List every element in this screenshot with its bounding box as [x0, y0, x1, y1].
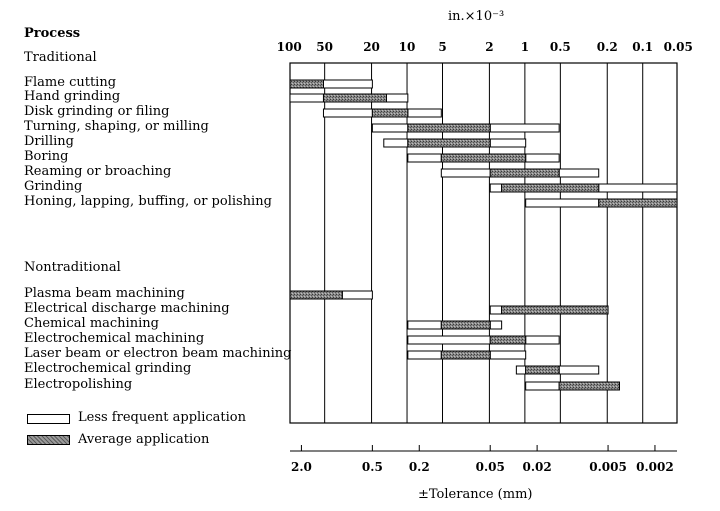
less-frequent-bar	[598, 183, 678, 193]
average-bar	[407, 138, 491, 148]
less-frequent-bar	[407, 335, 491, 345]
less-frequent-bar	[407, 320, 442, 330]
bottom-tick-label: 0.05	[476, 460, 505, 474]
top-tick-label: 10	[399, 40, 416, 54]
bottom-tick-label: 0.2	[409, 460, 430, 474]
process-label: Boring	[24, 149, 69, 164]
less-frequent-bar	[525, 198, 600, 208]
less-frequent-bar	[407, 350, 442, 360]
process-label: Turning, shaping, or milling	[24, 119, 209, 134]
less-frequent-bar	[322, 108, 373, 118]
legend-label-less-frequent: Less frequent application	[78, 410, 246, 425]
process-label: Disk grinding or filing	[24, 104, 170, 119]
top-tick-label: 5	[438, 40, 446, 54]
average-bar	[440, 153, 527, 163]
average-bar	[289, 79, 324, 89]
less-frequent-bar	[558, 168, 600, 178]
less-frequent-bar	[385, 93, 409, 103]
top-tick-label: 0.5	[550, 40, 571, 54]
ticks: 100 50 20 10 5 2 1 0.5 0.2 0.1 0.05 2.0 0.5 0.2 0.05 0.…	[277, 40, 693, 474]
less-frequent-bar	[289, 93, 324, 103]
less-frequent-bar	[407, 153, 442, 163]
less-frequent-bar	[371, 123, 409, 133]
average-bar	[407, 123, 491, 133]
top-tick-label: 2	[485, 40, 493, 54]
section-label: Nontraditional	[24, 260, 121, 275]
top-tick-label: 100	[277, 40, 302, 54]
less-frequent-bar	[440, 168, 491, 178]
average-bar	[440, 320, 491, 330]
average-bar	[440, 350, 491, 360]
less-frequent-bar	[489, 320, 503, 330]
process-label: Hand grinding	[24, 89, 121, 104]
less-frequent-bar	[525, 153, 560, 163]
less-frequent-bar	[489, 123, 560, 133]
less-frequent-bar	[489, 183, 503, 193]
less-frequent-bar	[383, 138, 409, 148]
process-label: Flame cutting	[24, 75, 117, 90]
process-label: Grinding	[24, 179, 83, 194]
top-tick-label: 0.2	[597, 40, 618, 54]
average-bar	[289, 290, 343, 300]
less-frequent-bar	[322, 79, 373, 89]
legend-swatch-less-frequent	[27, 414, 70, 424]
grid	[289, 62, 678, 424]
plot-frame	[289, 62, 678, 424]
less-frequent-bar	[489, 305, 503, 315]
bottom-tick-label: 2.0	[291, 460, 312, 474]
average-bar	[489, 335, 527, 345]
process-label: Chemical machining	[24, 316, 159, 331]
bars	[289, 79, 678, 391]
top-tick-label: 0.1	[632, 40, 653, 54]
less-frequent-bar	[489, 350, 527, 360]
process-label: Plasma beam machining	[24, 286, 185, 301]
bottom-tick-label: 0.02	[522, 460, 551, 474]
top-tick-label: 20	[363, 40, 380, 54]
process-heading: Process	[24, 26, 81, 41]
process-label: Electrochemical grinding	[24, 361, 192, 376]
x-axis-label: ±Tolerance (mm)	[418, 487, 533, 502]
less-frequent-bar	[341, 290, 373, 300]
less-frequent-bar	[407, 108, 442, 118]
process-label: Laser beam or electron beam machining	[24, 346, 292, 361]
average-bar	[501, 305, 609, 315]
less-frequent-bar	[525, 381, 560, 391]
top-tick-label: 50	[316, 40, 333, 54]
legend-label-average: Average application	[78, 432, 210, 447]
section-label: Traditional	[24, 50, 97, 65]
process-label: Honing, lapping, buffing, or polishing	[24, 194, 272, 209]
less-frequent-bar	[525, 335, 560, 345]
bottom-tick-label: 0.5	[362, 460, 383, 474]
average-bar	[501, 183, 600, 193]
average-bar	[322, 93, 387, 103]
legend-swatch-average	[27, 435, 70, 445]
average-bar	[598, 198, 678, 208]
bottom-tick-label: 0.005	[589, 460, 627, 474]
process-label: Electropolishing	[24, 377, 133, 392]
process-label: Electrical discharge machining	[24, 301, 230, 316]
average-bar	[489, 168, 560, 178]
bottom-tick-label: 0.002	[636, 460, 674, 474]
process-label: Reaming or broaching	[24, 164, 172, 179]
top-tick-label: 0.05	[664, 40, 693, 54]
average-bar	[525, 365, 560, 375]
average-bar	[371, 108, 409, 118]
less-frequent-bar	[515, 365, 527, 375]
less-frequent-bar	[558, 365, 600, 375]
less-frequent-bar	[489, 138, 527, 148]
process-label: Drilling	[24, 134, 74, 149]
top-axis-unit: in.×10⁻³	[448, 9, 505, 24]
process-label: Electrochemical machining	[24, 331, 205, 346]
top-tick-label: 1	[521, 40, 529, 54]
average-bar	[558, 381, 620, 391]
